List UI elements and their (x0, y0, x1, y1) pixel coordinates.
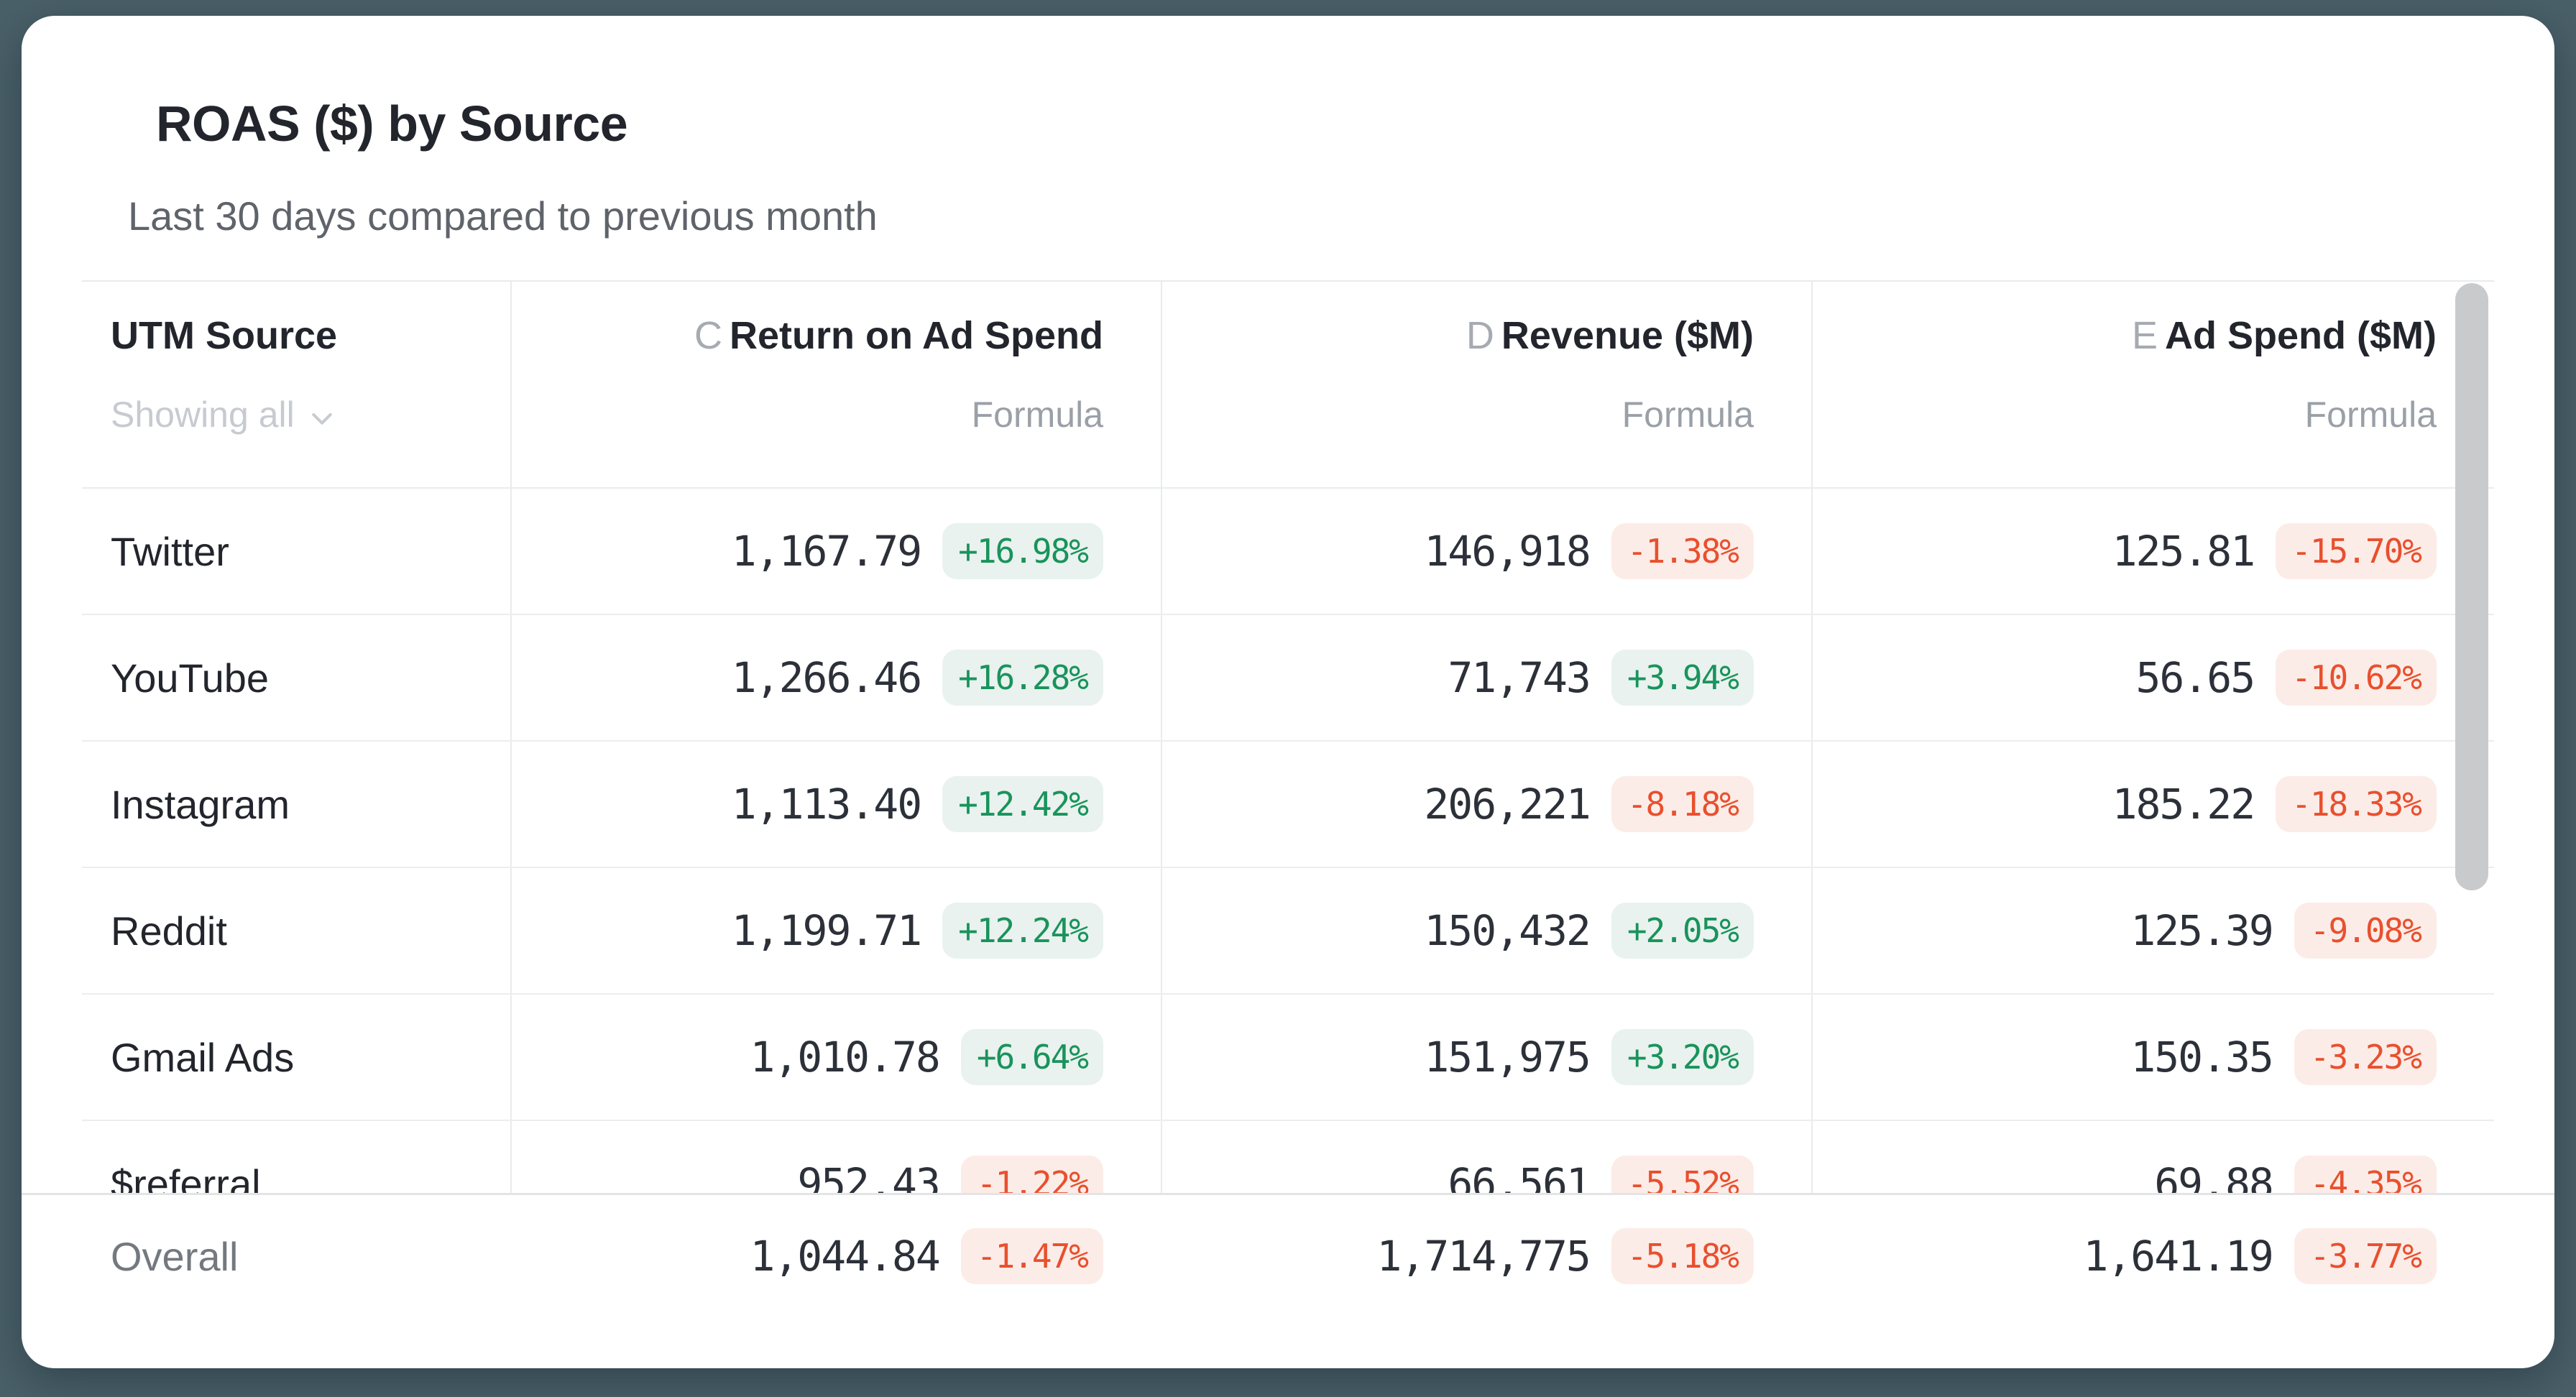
utm-source-header-label: UTM Source (111, 314, 338, 358)
revenue-delta-badge: +2.05% (1611, 903, 1754, 959)
revenue-delta-badge: -1.38% (1611, 523, 1754, 580)
revenue-delta-badge: +3.94% (1611, 650, 1754, 706)
row-source-label: Instagram (111, 781, 290, 827)
column-header-roas[interactable]: C Return on Ad Spend Formula (510, 282, 1161, 488)
table-header-row: UTM Source Showing all C Return on Ad Spe… (82, 280, 2494, 489)
summary-label: Overall (111, 1233, 239, 1279)
roas-table: UTM Source Showing all C Return on Ad Spe… (82, 280, 2494, 1194)
spend-value: 125.81 (2112, 527, 2256, 576)
column-header-revenue[interactable]: D Revenue ($M) Formula (1161, 282, 1811, 488)
row-source-label: Reddit (111, 908, 227, 954)
roas-value: 952.43 (797, 1159, 941, 1194)
roas-delta-badge: -1.22% (960, 1156, 1103, 1194)
roas-value: 1,167.79 (731, 527, 922, 576)
row-source-label: Twitter (111, 528, 229, 574)
spend-delta-badge: -15.70% (2276, 523, 2437, 580)
column-header-ad-spend[interactable]: E Ad Spend ($M) Formula (1811, 282, 2494, 488)
row-source-label: Gmail Ads (111, 1034, 295, 1080)
summary-revenue-value: 1,714,775 (1376, 1232, 1591, 1281)
revenue-value: 71,743 (1448, 653, 1591, 703)
summary-spend-value: 1,641.19 (2083, 1232, 2273, 1281)
roas-delta-badge: +12.24% (942, 903, 1103, 959)
table-scroll-viewport[interactable]: Twitter 1,167.79 +16.98% 146,918 -1.38% … (82, 489, 2494, 1194)
spend-delta-badge: -18.33% (2276, 776, 2437, 833)
column-formula-label: Formula (1622, 395, 1754, 435)
table-row[interactable]: Instagram 1,113.40 +12.42% 206,221 -8.18… (82, 742, 2494, 869)
summary-revenue-delta-badge: -5.18% (1611, 1228, 1754, 1285)
roas-delta-badge: +16.28% (942, 650, 1103, 706)
spend-delta-badge: -10.62% (2276, 650, 2437, 706)
revenue-value: 66,561 (1448, 1159, 1591, 1194)
column-label: Return on Ad Spend (730, 314, 1103, 358)
row-source-label: YouTube (111, 655, 270, 701)
summary-roas-value: 1,044.84 (750, 1232, 940, 1281)
roas-delta-badge: +16.98% (942, 523, 1103, 580)
column-label: Revenue ($M) (1501, 314, 1754, 358)
column-key: D (1466, 314, 1494, 358)
revenue-value: 151,975 (1424, 1033, 1591, 1082)
spend-value: 185.22 (2112, 780, 2256, 829)
column-header-utm-source: UTM Source Showing all (82, 282, 510, 487)
widget-subtitle: Last 30 days compared to previous month (128, 193, 878, 239)
chevron-down-icon (308, 401, 336, 430)
roas-by-source-widget: ROAS ($) by Source Last 30 days compared… (22, 16, 2554, 1368)
summary-row-overall: Overall 1,044.84 -1.47% 1,714,775 -5.18%… (22, 1193, 2554, 1318)
revenue-value: 150,432 (1424, 906, 1591, 956)
table-row[interactable]: Reddit 1,199.71 +12.24% 150,432 +2.05% 1… (82, 868, 2494, 995)
revenue-delta-badge: -5.52% (1611, 1156, 1754, 1194)
column-key: C (694, 314, 723, 358)
roas-value: 1,010.78 (750, 1033, 940, 1082)
roas-delta-badge: +12.42% (942, 776, 1103, 833)
spend-value: 56.65 (2135, 653, 2256, 703)
revenue-value: 146,918 (1424, 527, 1591, 576)
summary-spend-delta-badge: -3.77% (2294, 1228, 2437, 1285)
revenue-value: 206,221 (1424, 780, 1591, 829)
column-key: E (2131, 314, 2158, 358)
vertical-scrollbar-thumb[interactable] (2455, 283, 2488, 891)
roas-delta-badge: +6.64% (960, 1029, 1103, 1086)
spend-value: 69.88 (2154, 1159, 2274, 1194)
table-row[interactable]: $referral 952.43 -1.22% 66,561 -5.52% 69… (82, 1121, 2494, 1194)
widget-title: ROAS ($) by Source (156, 96, 628, 152)
revenue-delta-badge: +3.20% (1611, 1029, 1754, 1086)
row-source-label: $referral (111, 1161, 261, 1194)
spend-value: 150.35 (2130, 1033, 2274, 1082)
column-formula-label: Formula (2304, 395, 2437, 435)
roas-value: 1,199.71 (731, 906, 922, 956)
spend-delta-badge: -3.23% (2294, 1029, 2437, 1086)
showing-all-dropdown[interactable]: Showing all (111, 395, 336, 435)
roas-value: 1,113.40 (731, 780, 922, 829)
spend-delta-badge: -9.08% (2294, 903, 2437, 959)
column-formula-label: Formula (971, 395, 1103, 435)
summary-roas-delta-badge: -1.47% (960, 1228, 1103, 1285)
table-row[interactable]: YouTube 1,266.46 +16.28% 71,743 +3.94% 5… (82, 615, 2494, 742)
showing-all-label: Showing all (111, 395, 295, 435)
table-row[interactable]: Twitter 1,167.79 +16.98% 146,918 -1.38% … (82, 489, 2494, 616)
revenue-delta-badge: -8.18% (1611, 776, 1754, 833)
roas-value: 1,266.46 (731, 653, 922, 703)
spend-delta-badge: -4.35% (2294, 1156, 2437, 1194)
spend-value: 125.39 (2130, 906, 2274, 956)
column-label: Ad Spend ($M) (2165, 314, 2437, 358)
table-row[interactable]: Gmail Ads 1,010.78 +6.64% 151,975 +3.20%… (82, 995, 2494, 1122)
